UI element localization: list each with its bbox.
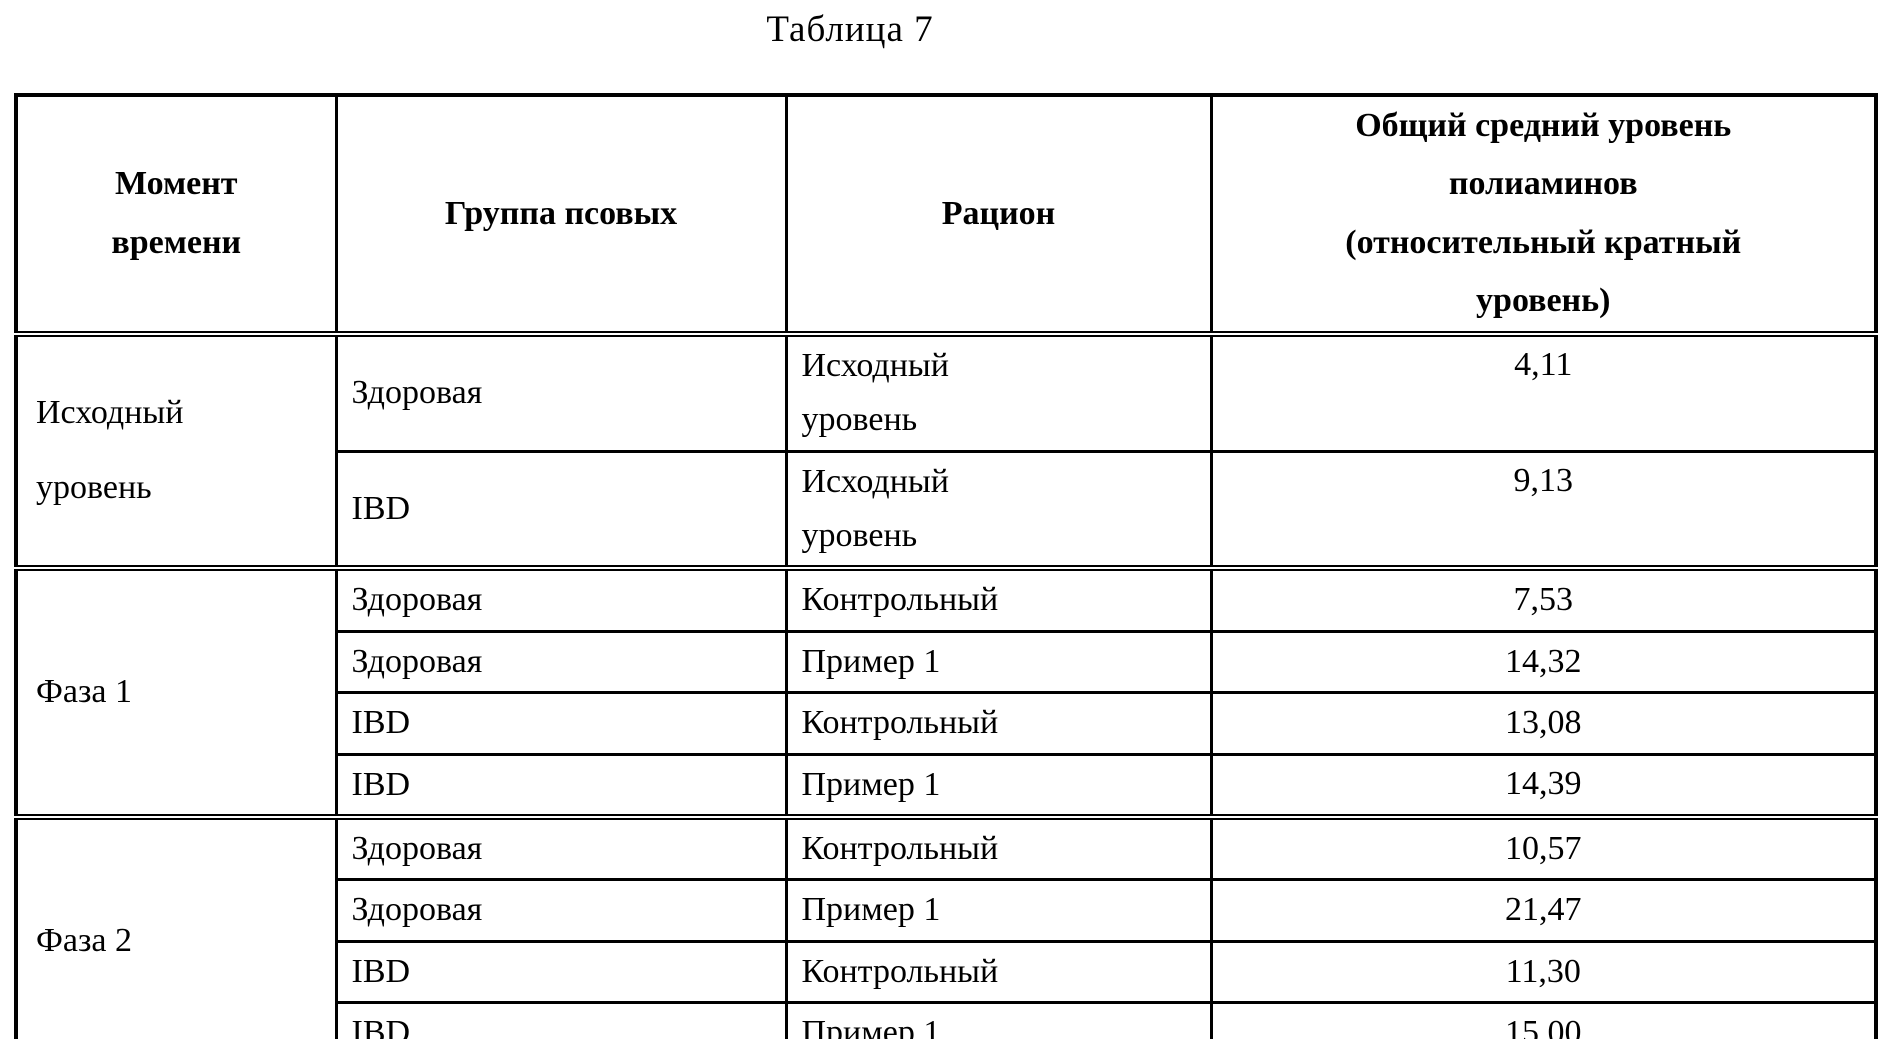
table-row: IBD Контрольный 11,30 bbox=[16, 939, 1878, 1005]
group-cell: Здоровая bbox=[334, 814, 788, 882]
ration-cell: Контрольный bbox=[784, 814, 1213, 882]
value-cell: 9,13 bbox=[1209, 449, 1878, 570]
ration-cell: Пример 1 bbox=[784, 629, 1213, 695]
ration-cell: Пример 1 bbox=[784, 752, 1213, 819]
header-group: Группа псовых bbox=[334, 93, 788, 336]
table-row: Фаза 2 Здоровая Контрольный 10,57 bbox=[14, 814, 1878, 1039]
ration-cell: Контрольный bbox=[784, 565, 1213, 633]
group-cell: Здоровая bbox=[334, 878, 788, 943]
value-cell: 13,08 bbox=[1209, 691, 1878, 756]
value-cell: 7,53 bbox=[1209, 565, 1878, 633]
group-cell: IBD bbox=[334, 752, 788, 819]
ration-cell: Пример 1 bbox=[784, 878, 1213, 943]
ration-cell: Пример 1 bbox=[784, 1001, 1213, 1039]
moment-cell: Фаза 2 bbox=[14, 814, 338, 1039]
table-row: IBD Исходный уровень 9,13 bbox=[16, 449, 1878, 570]
table-row: Здоровая Пример 1 14,32 bbox=[16, 629, 1878, 695]
ration-cell: Контрольный bbox=[784, 939, 1213, 1005]
data-table: Момент времени Группа псовых Рацион Общи… bbox=[14, 93, 1878, 1039]
header-ration: Рацион bbox=[784, 93, 1213, 336]
header-value: Общий средний уровень полиаминов (относи… bbox=[1209, 93, 1878, 336]
table-row: Исходный уровень Здоровая Исходный урове… bbox=[14, 330, 1878, 570]
group-cell: IBD bbox=[334, 939, 788, 1005]
group-cell: Здоровая bbox=[334, 629, 788, 695]
table-row: IBD Пример 1 14,39 bbox=[16, 752, 1878, 819]
group-cell: Здоровая bbox=[334, 565, 788, 633]
group-cell: IBD bbox=[334, 449, 788, 570]
value-cell: 15,00 bbox=[1209, 1001, 1878, 1039]
value-cell: 14,39 bbox=[1209, 752, 1878, 819]
group-cell: Здоровая bbox=[334, 330, 788, 453]
value-cell: 14,32 bbox=[1209, 629, 1878, 695]
moment-cell: Фаза 1 bbox=[14, 565, 338, 819]
ration-cell: Исходный уровень bbox=[784, 449, 1213, 570]
header-moment: Момент времени bbox=[14, 93, 338, 336]
table-row: IBD Контрольный 13,08 bbox=[16, 691, 1878, 756]
moment-cell: Исходный уровень bbox=[14, 330, 338, 570]
value-cell: 4,11 bbox=[1209, 330, 1878, 453]
value-cell: 11,30 bbox=[1209, 939, 1878, 1005]
group-cell: IBD bbox=[334, 691, 788, 756]
table-title: Таблица 7 bbox=[766, 9, 934, 50]
ration-cell: Контрольный bbox=[784, 691, 1213, 756]
value-cell: 10,57 bbox=[1209, 814, 1878, 882]
value-cell: 21,47 bbox=[1209, 878, 1878, 943]
table-row: IBD Пример 1 15,00 bbox=[16, 1001, 1878, 1039]
table-header-row: Момент времени Группа псовых Рацион Общи… bbox=[14, 93, 1878, 336]
group-cell: IBD bbox=[334, 1001, 788, 1039]
ration-cell: Исходный уровень bbox=[784, 330, 1213, 453]
table-row: Здоровая Пример 1 21,47 bbox=[16, 878, 1878, 943]
table-row: Фаза 1 Здоровая Контрольный 7,53 bbox=[14, 565, 1878, 819]
